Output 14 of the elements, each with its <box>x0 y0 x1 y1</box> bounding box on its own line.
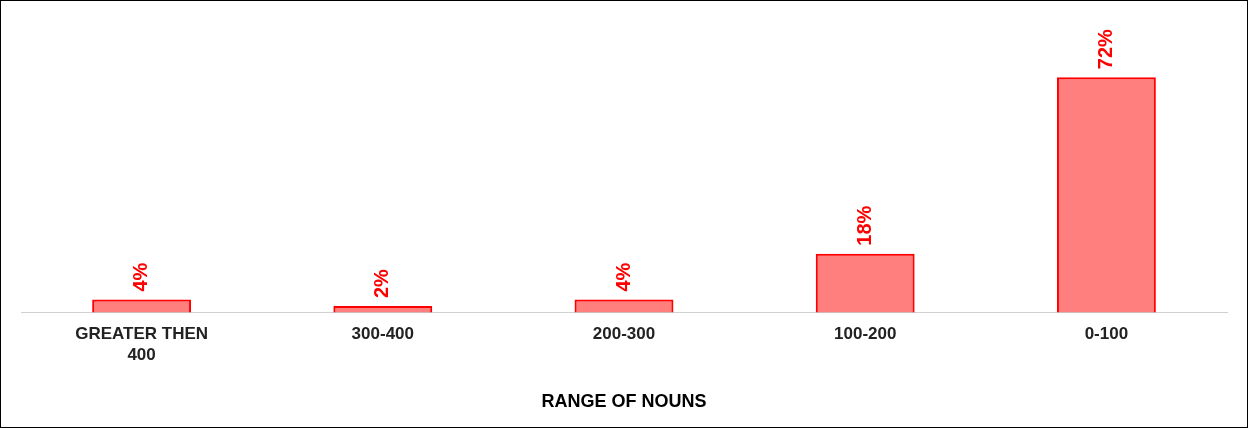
bar <box>1056 77 1156 313</box>
x-tick-label: GREATER THEN 400 <box>75 324 209 364</box>
bar <box>815 253 915 313</box>
x-tick-label: 100-200 <box>834 324 897 344</box>
data-label: 72% <box>1093 28 1116 70</box>
x-tick-label: 300-400 <box>351 324 414 344</box>
x-tick-label: 200-300 <box>592 324 656 344</box>
data-label: 4% <box>611 262 634 292</box>
bar <box>92 299 192 313</box>
data-label: 18% <box>852 205 875 246</box>
data-label: 2% <box>370 268 393 299</box>
x-tick-label: 0-100 <box>1084 324 1129 344</box>
data-label: 4% <box>129 262 152 292</box>
x-axis-title: RANGE OF NOUNS <box>541 391 707 412</box>
